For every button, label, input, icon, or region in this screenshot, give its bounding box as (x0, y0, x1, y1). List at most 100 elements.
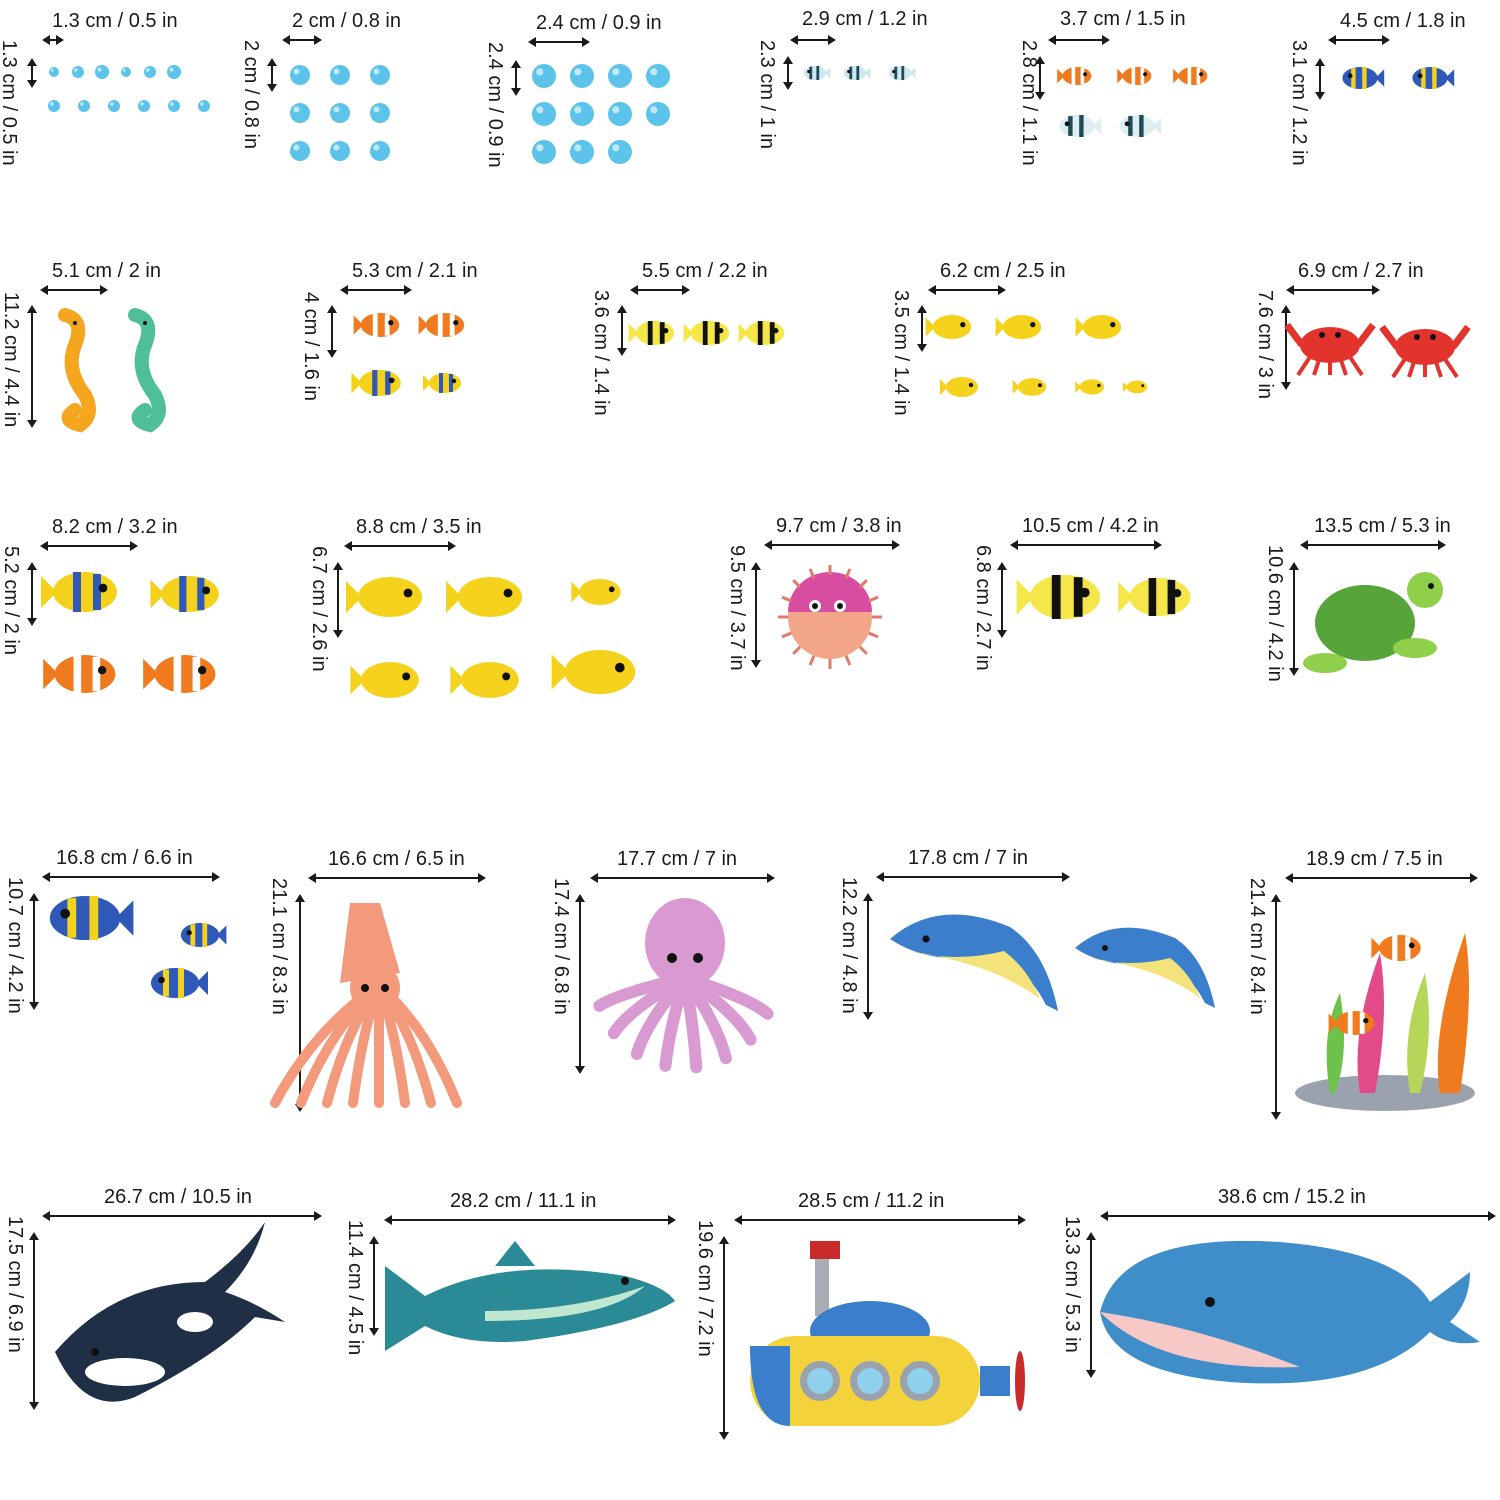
width-arrow (1285, 873, 1478, 883)
width-label: 28.5 cm / 11.2 in (798, 1190, 945, 1212)
width-arrow (1048, 35, 1110, 45)
width-arrow (1328, 35, 1390, 45)
clownfish-and-angelfish-illustration (351, 313, 465, 396)
yellow-fish-large-illustration (346, 577, 636, 698)
width-arrow (790, 35, 836, 45)
whale-illustration (1100, 1240, 1480, 1384)
height-arrow (719, 1236, 729, 1440)
width-arrow (876, 872, 1070, 882)
height-arrow (1035, 56, 1045, 100)
height-arrow (1271, 894, 1281, 1120)
height-label: 21.1 cm / 8.3 in (268, 878, 290, 1015)
height-arrow (1281, 305, 1291, 390)
orca-illustration (55, 1222, 285, 1402)
height-label: 6.8 cm / 2.7 in (972, 545, 994, 671)
height-arrow (575, 894, 585, 1074)
height-label: 5.2 cm / 2 in (0, 546, 22, 655)
width-label: 8.8 cm / 3.5 in (356, 516, 482, 538)
width-arrow (282, 35, 322, 45)
height-label: 10.7 cm / 4.2 in (4, 877, 26, 1014)
squid-illustration (270, 903, 462, 1108)
blue-tang-small-illustration (1342, 67, 1455, 89)
width-label: 16.6 cm / 6.5 in (328, 848, 465, 870)
moorish-idols-large-illustration (1016, 575, 1191, 619)
width-label: 6.2 cm / 2.5 in (940, 260, 1066, 282)
height-arrow (333, 562, 343, 638)
angelfish-and-clownfish-illustration (41, 572, 219, 693)
submarine-illustration (750, 1241, 1025, 1426)
width-label: 8.2 cm / 3.2 in (52, 516, 178, 538)
width-arrow (344, 541, 456, 551)
width-label: 6.9 cm / 2.7 in (1298, 260, 1424, 282)
height-arrow (1289, 562, 1299, 676)
width-arrow (42, 872, 220, 882)
height-label: 2.4 cm / 0.9 in (484, 42, 506, 168)
width-label: 38.6 cm / 15.2 in (1218, 1186, 1366, 1208)
shark-illustration (385, 1241, 675, 1351)
width-arrow (1100, 1211, 1496, 1221)
width-arrow (764, 540, 900, 550)
bubbles-medium-illustration (290, 65, 390, 161)
width-arrow (384, 1215, 676, 1225)
seahorses-illustration (58, 308, 166, 433)
height-label: 2 cm / 0.8 in (240, 40, 262, 149)
width-label: 4.5 cm / 1.8 in (1340, 10, 1466, 32)
width-arrow (42, 35, 64, 45)
pufferfish-illustration (778, 565, 882, 669)
height-arrow (27, 562, 37, 626)
octopus-illustration (593, 898, 774, 1074)
bubbles-large-illustration (532, 64, 670, 164)
width-label: 5.1 cm / 2 in (52, 260, 161, 282)
height-arrow (327, 305, 337, 358)
height-label: 21.4 cm / 8.4 in (1246, 878, 1268, 1015)
coral-reef-illustration (1295, 933, 1475, 1111)
blue-tangs-illustration (49, 896, 227, 998)
height-label: 1.3 cm / 0.5 in (0, 40, 20, 166)
striped-fish-tiny-illustration (803, 66, 916, 80)
height-arrow (1315, 58, 1325, 100)
height-arrow (783, 56, 793, 90)
width-arrow (1300, 540, 1446, 550)
height-label: 10.6 cm / 4.2 in (1264, 545, 1286, 682)
width-arrow (40, 285, 108, 295)
height-label: 2.3 cm / 1 in (756, 40, 778, 149)
height-label: 11.2 cm / 4.4 in (0, 292, 22, 428)
width-label: 17.8 cm / 7 in (908, 847, 1029, 869)
width-label: 9.7 cm / 3.8 in (776, 515, 902, 537)
height-label: 3.6 cm / 1.4 in (590, 290, 612, 416)
sea-turtle-illustration (1303, 572, 1443, 673)
width-label: 26.7 cm / 10.5 in (104, 1186, 252, 1208)
height-label: 2.8 cm / 1.1 in (1018, 40, 1040, 166)
height-label: 3.5 cm / 1.4 in (890, 290, 912, 416)
width-label: 17.7 cm / 7 in (617, 848, 738, 870)
height-arrow (751, 562, 761, 668)
height-label: 3.1 cm / 1.2 in (1288, 40, 1310, 166)
width-arrow (630, 285, 690, 295)
height-label: 17.4 cm / 6.8 in (550, 878, 572, 1015)
height-arrow (27, 58, 37, 88)
width-arrow (590, 873, 775, 883)
width-arrow (1286, 285, 1380, 295)
width-label: 2.4 cm / 0.9 in (536, 12, 662, 34)
width-label: 18.9 cm / 7.5 in (1306, 848, 1443, 870)
height-label: 9.5 cm / 3.7 in (726, 545, 748, 671)
width-arrow (340, 285, 412, 295)
height-arrow (997, 562, 1007, 638)
width-label: 2 cm / 0.8 in (292, 10, 401, 32)
height-arrow (863, 893, 873, 1020)
height-arrow (29, 893, 39, 1010)
height-label: 17.5 cm / 6.9 in (4, 1216, 26, 1353)
width-arrow (528, 37, 590, 47)
width-arrow (734, 1215, 1026, 1225)
width-arrow (42, 1211, 322, 1221)
height-arrow (27, 305, 37, 428)
dolphins-illustration (890, 914, 1215, 1011)
height-label: 12.2 cm / 4.8 in (838, 877, 860, 1014)
height-arrow (369, 1236, 379, 1336)
crabs-illustration (1284, 322, 1471, 379)
width-arrow (928, 285, 1006, 295)
width-label: 1.3 cm / 0.5 in (52, 10, 178, 32)
width-label: 5.5 cm / 2.2 in (642, 260, 768, 282)
width-label: 3.7 cm / 1.5 in (1060, 8, 1186, 30)
width-arrow (1010, 540, 1162, 550)
